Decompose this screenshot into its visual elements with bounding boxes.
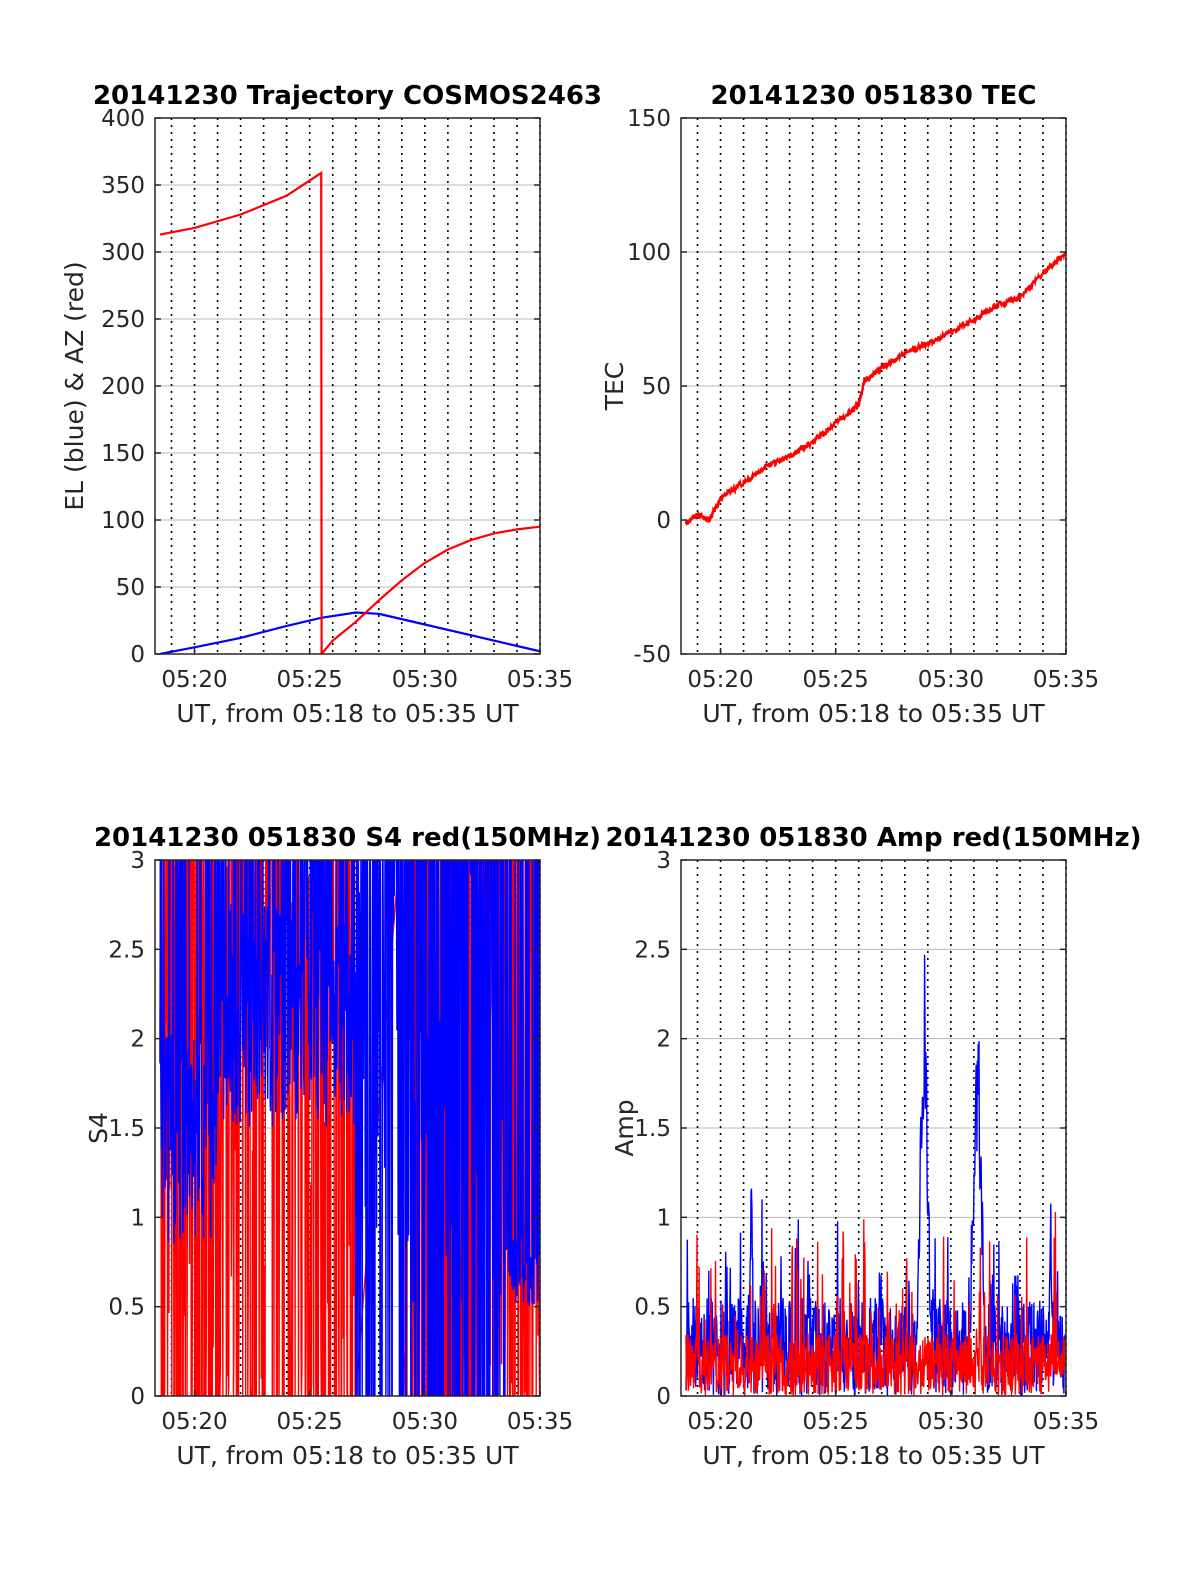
y-tick-label: 100 bbox=[627, 240, 671, 266]
y-tick-label: 400 bbox=[101, 106, 145, 132]
y-tick-label: 0 bbox=[656, 508, 671, 534]
chart-title: 20141230 051830 TEC bbox=[711, 81, 1037, 111]
s4-chart: 0 0.5 1 1.5 2 2.5 3 05:20 05:25 05:30 05:35 2014123… bbox=[84, 823, 601, 1470]
y-tick-label: 300 bbox=[101, 240, 145, 266]
y-tick-label: 0.5 bbox=[108, 1295, 145, 1321]
x-axis-label: UT, from 05:18 to 05:35 UT bbox=[176, 699, 519, 728]
y-tick-label: 1 bbox=[130, 1205, 145, 1231]
y-tick-label: 3 bbox=[656, 848, 671, 874]
y-tick-label: 2.5 bbox=[634, 937, 671, 963]
x-axis-label: UT, from 05:18 to 05:35 UT bbox=[176, 1441, 519, 1470]
y-tick-label: 0.5 bbox=[634, 1295, 671, 1321]
y-tick-label: 1 bbox=[656, 1205, 671, 1231]
trajectory-series-red bbox=[159, 170, 540, 654]
x-tick-label: 05:30 bbox=[392, 1409, 458, 1435]
y-axis-label: EL (blue) & AZ (red) bbox=[60, 261, 89, 510]
amp-series-blue bbox=[685, 954, 1066, 1396]
y-axis-label: S4 bbox=[84, 1112, 113, 1144]
y-tick-label: 200 bbox=[101, 374, 145, 400]
y-tick-label: 150 bbox=[101, 441, 145, 467]
x-tick-label: 05:30 bbox=[392, 667, 458, 693]
y-tick-label: 0 bbox=[130, 1384, 145, 1410]
y-tick-label: 2 bbox=[130, 1027, 145, 1053]
trajectory-series-blue bbox=[159, 611, 540, 654]
y-tick-label: 0 bbox=[656, 1384, 671, 1410]
y-tick-label: 250 bbox=[101, 307, 145, 333]
s4-series-blue bbox=[159, 860, 540, 1396]
x-tick-label: 05:25 bbox=[803, 1409, 869, 1435]
amp-series-red bbox=[685, 1211, 1066, 1396]
x-tick-label: 05:35 bbox=[1033, 1409, 1099, 1435]
x-tick-label: 05:30 bbox=[918, 1409, 984, 1435]
x-tick-label: 05:30 bbox=[918, 667, 984, 693]
x-axis-label: UT, from 05:18 to 05:35 UT bbox=[702, 699, 1045, 728]
x-tick-label: 05:25 bbox=[277, 1409, 343, 1435]
y-tick-label: 50 bbox=[116, 575, 145, 601]
x-tick-label: 05:20 bbox=[161, 667, 227, 693]
y-tick-label: 1.5 bbox=[108, 1116, 145, 1142]
y-axis-label: Amp bbox=[610, 1099, 639, 1156]
x-tick-label: 05:20 bbox=[687, 667, 753, 693]
y-tick-label: 2.5 bbox=[108, 937, 145, 963]
tec-series-red bbox=[684, 251, 1066, 527]
chart-title: 20141230 051830 S4 red(150MHz) bbox=[94, 823, 601, 853]
trajectory-chart: 0 50 100 150 200 250 300 350 400 05:20 05:25 05:30 0… bbox=[60, 81, 602, 728]
chart-title: 20141230 051830 Amp red(150MHz) bbox=[605, 823, 1141, 853]
x-tick-label: 05:35 bbox=[1033, 667, 1099, 693]
y-tick-label: 100 bbox=[101, 508, 145, 534]
y-tick-label: 1.5 bbox=[634, 1116, 671, 1142]
y-tick-label: 150 bbox=[627, 106, 671, 132]
x-tick-label: 05:20 bbox=[687, 1409, 753, 1435]
amp-chart: 0 0.5 1 1.5 2 2.5 3 05:20 05:25 05:30 05:35 2014123… bbox=[605, 823, 1141, 1470]
y-tick-label: -50 bbox=[633, 642, 671, 668]
y-tick-label: 0 bbox=[130, 642, 145, 668]
x-tick-label: 05:20 bbox=[161, 1409, 227, 1435]
y-tick-label: 50 bbox=[642, 374, 671, 400]
x-tick-label: 05:35 bbox=[507, 1409, 573, 1435]
y-axis-label: TEC bbox=[600, 362, 629, 412]
tec-chart: -50 0 50 100 150 05:20 05:25 05:30 05:35 20141230… bbox=[600, 81, 1099, 728]
y-tick-label: 3 bbox=[130, 848, 145, 874]
chart-title: 20141230 Trajectory COSMOS2463 bbox=[93, 81, 602, 111]
y-tick-label: 2 bbox=[656, 1027, 671, 1053]
x-tick-label: 05:25 bbox=[277, 667, 343, 693]
x-tick-label: 05:25 bbox=[803, 667, 869, 693]
y-tick-label: 350 bbox=[101, 173, 145, 199]
x-axis-label: UT, from 05:18 to 05:35 UT bbox=[702, 1441, 1045, 1470]
x-tick-label: 05:35 bbox=[507, 667, 573, 693]
